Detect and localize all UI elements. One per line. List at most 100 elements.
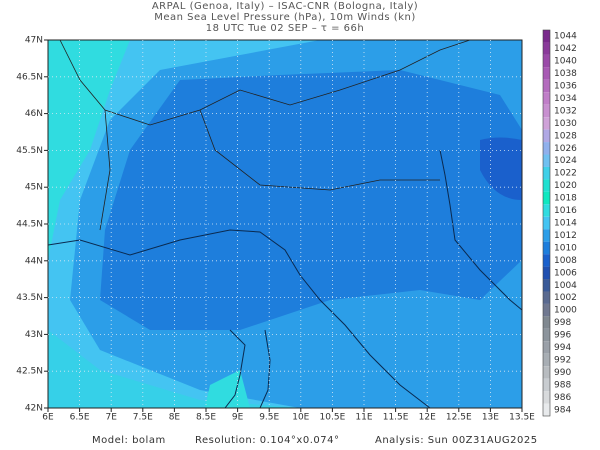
colorbar-cell bbox=[543, 179, 550, 192]
colorbar-label: 1018 bbox=[554, 194, 577, 204]
header-line: Mean Sea Level Pressure (hPa), 10m Winds… bbox=[154, 12, 416, 23]
colorbar-cell bbox=[543, 142, 550, 155]
colorbar-label: 1022 bbox=[554, 169, 577, 179]
header-line: 18 UTC Tue 02 SEP – τ = 66h bbox=[206, 23, 364, 34]
lat-label: 45N bbox=[25, 183, 43, 193]
lon-label: 8.5E bbox=[196, 413, 216, 423]
colorbar-cell bbox=[543, 391, 550, 404]
colorbar-label: 1028 bbox=[554, 131, 577, 141]
colorbar-cell bbox=[543, 316, 550, 329]
footer-resolution: Resolution: 0.104°x0.074° bbox=[195, 435, 339, 446]
colorbar-label: 1032 bbox=[554, 106, 577, 116]
colorbar-cell bbox=[543, 104, 550, 118]
lat-label: 44.5N bbox=[16, 220, 43, 230]
colorbar-cell bbox=[543, 291, 550, 304]
lon-label: 7.5E bbox=[133, 413, 153, 423]
lon-label: 13E bbox=[482, 413, 499, 423]
colorbar-label: 1026 bbox=[554, 144, 577, 154]
footer-model: Model: bolam bbox=[92, 435, 166, 446]
colorbar-label: 1044 bbox=[554, 32, 577, 42]
colorbar-cell bbox=[543, 341, 550, 354]
colorbar-cell bbox=[543, 154, 550, 167]
colorbar-label: 1010 bbox=[554, 243, 577, 253]
coastline bbox=[224, 329, 271, 408]
field-1010 bbox=[100, 70, 522, 330]
colorbar-label: 1034 bbox=[554, 94, 577, 104]
colorbar-label: 1038 bbox=[554, 69, 577, 79]
lat-label: 43N bbox=[25, 330, 43, 340]
colorbar-label: 994 bbox=[554, 343, 571, 353]
colorbar-cell bbox=[543, 216, 550, 230]
colorbar-cell bbox=[543, 279, 550, 292]
colorbar-cell bbox=[543, 403, 550, 416]
colorbar-cell bbox=[543, 54, 550, 68]
lat-label: 46N bbox=[25, 109, 43, 119]
lon-label: 7E bbox=[105, 413, 117, 423]
colorbar-label: 1024 bbox=[554, 156, 577, 166]
lat-label: 43.5N bbox=[16, 293, 43, 303]
colorbar-label: 1042 bbox=[554, 44, 577, 54]
lon-label: 10E bbox=[292, 413, 309, 423]
lat-label: 47N bbox=[25, 36, 43, 46]
colorbar-label: 998 bbox=[554, 318, 571, 328]
colorbar-label: 984 bbox=[554, 405, 571, 415]
coastline bbox=[48, 229, 431, 408]
colorbar-cell bbox=[543, 378, 550, 392]
colorbar-cell bbox=[543, 166, 550, 180]
lat-label: 44N bbox=[25, 256, 43, 266]
colorbar-label: 1040 bbox=[554, 57, 577, 67]
colorbar-label: 1014 bbox=[554, 219, 577, 229]
colorbar-label: 1036 bbox=[554, 82, 577, 92]
colorbar-cell bbox=[543, 67, 550, 80]
colorbar-label: 1000 bbox=[554, 306, 577, 316]
colorbar-label: 1020 bbox=[554, 181, 577, 191]
colorbar-cell bbox=[543, 303, 550, 317]
colorbar-cell bbox=[543, 366, 550, 379]
colorbar-label: 1030 bbox=[554, 119, 577, 129]
colorbar-label: 1012 bbox=[554, 231, 577, 241]
colorbar-label: 986 bbox=[554, 393, 571, 403]
lon-label: 12E bbox=[419, 413, 436, 423]
colorbar-label: 1004 bbox=[554, 281, 577, 291]
lon-label: 11E bbox=[355, 413, 372, 423]
coastline bbox=[439, 149, 522, 311]
colorbar-cell bbox=[543, 79, 550, 93]
colorbar-label: 992 bbox=[554, 355, 571, 365]
colorbar-label: 996 bbox=[554, 331, 571, 341]
footer-analysis: Analysis: Sun 00Z31AUG2025 bbox=[375, 435, 538, 446]
colorbar-cell bbox=[543, 129, 550, 143]
border bbox=[59, 40, 471, 231]
lat-label: 45.5N bbox=[16, 146, 43, 156]
colorbar-frame bbox=[542, 29, 551, 417]
colorbar-label: 988 bbox=[554, 380, 571, 390]
colorbar-cell bbox=[543, 328, 550, 342]
colorbar-label: 990 bbox=[554, 368, 571, 378]
lon-label: 13.5E bbox=[509, 413, 535, 423]
lon-label: 11.5E bbox=[383, 413, 409, 423]
lon-label: 6E bbox=[42, 413, 54, 423]
lat-label: 42N bbox=[25, 404, 43, 414]
lon-label: 9.5E bbox=[259, 413, 279, 423]
colorbar-cell bbox=[543, 30, 550, 43]
lon-label: 6.5E bbox=[70, 413, 90, 423]
colorbar-cell bbox=[543, 42, 550, 55]
lon-label: 9E bbox=[232, 413, 244, 423]
lon-label: 8E bbox=[169, 413, 181, 423]
colorbar-cell bbox=[543, 229, 550, 242]
lon-label: 10.5E bbox=[320, 413, 346, 423]
colorbar-cell bbox=[543, 266, 550, 280]
lat-label: 42.5N bbox=[16, 367, 43, 377]
colorbar-label: 1008 bbox=[554, 256, 577, 266]
colorbar-cell bbox=[543, 92, 550, 105]
colorbar-cell bbox=[543, 353, 550, 367]
colorbar-label: 1006 bbox=[554, 268, 577, 278]
colorbar-cell bbox=[543, 204, 550, 217]
lon-label: 12.5E bbox=[446, 413, 472, 423]
colorbar-cell bbox=[543, 241, 550, 255]
colorbar-label: 1002 bbox=[554, 293, 577, 303]
colorbar-cell bbox=[543, 254, 550, 267]
header-line: ARPAL (Genoa, Italy) – ISAC-CNR (Bologna… bbox=[152, 1, 418, 12]
colorbar-label: 1016 bbox=[554, 206, 577, 216]
colorbar-cell bbox=[543, 117, 550, 130]
